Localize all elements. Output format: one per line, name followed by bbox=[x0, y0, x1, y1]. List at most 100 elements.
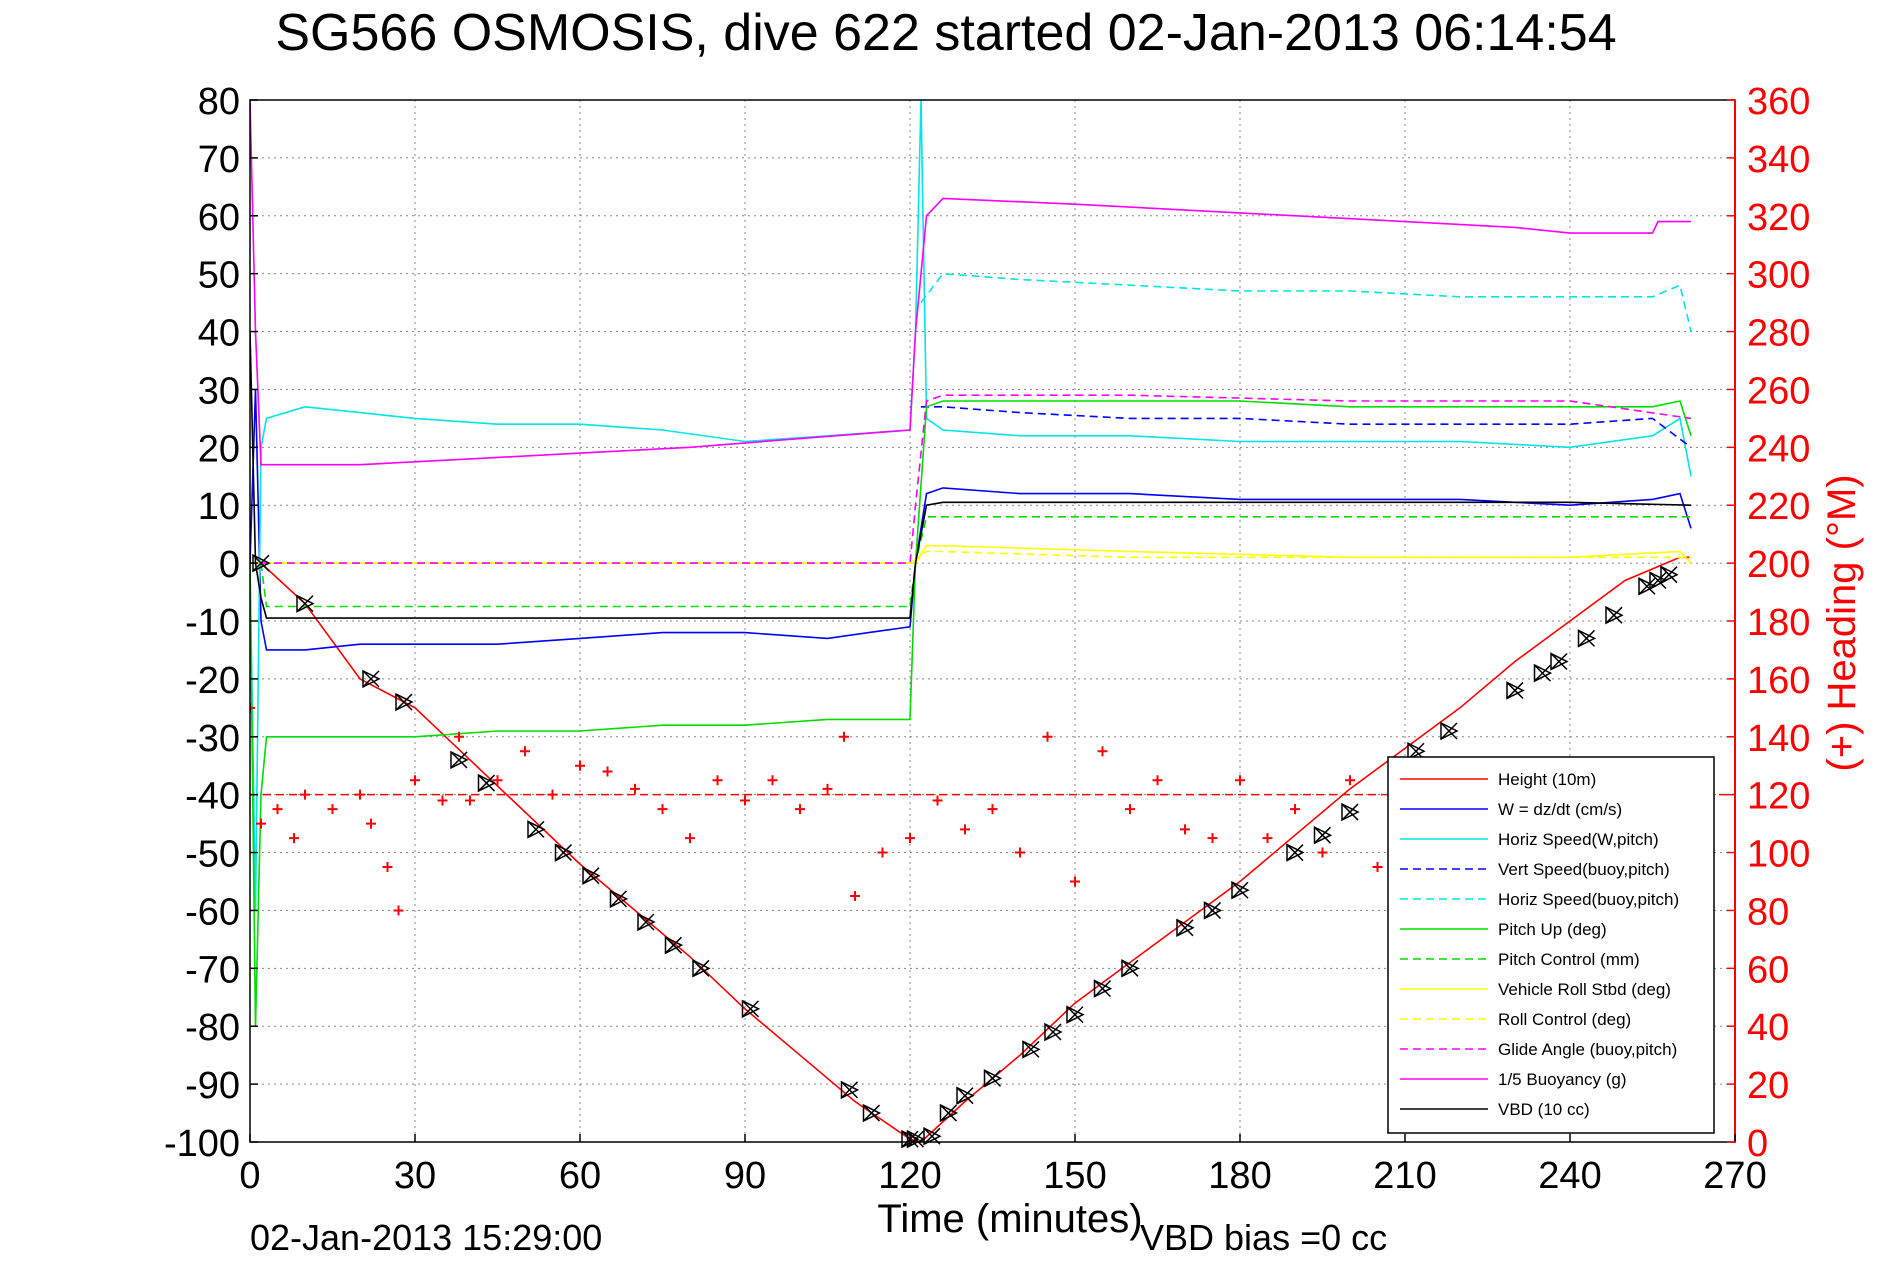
heading-point bbox=[1262, 833, 1273, 844]
series-line-11 bbox=[250, 331, 1692, 619]
series-layer bbox=[250, 100, 1692, 1142]
heading-point bbox=[520, 746, 530, 757]
dive-marker bbox=[1286, 843, 1305, 862]
series-line-4 bbox=[920, 272, 1692, 332]
legend-label-1: W = dz/dt (cm/s) bbox=[1498, 800, 1622, 819]
legend-label-2: Horiz Speed(W,pitch) bbox=[1498, 830, 1659, 849]
dive-marker bbox=[1533, 663, 1553, 683]
dive-marker bbox=[1341, 802, 1360, 822]
heading-point bbox=[410, 775, 420, 786]
x-axis-ticks: 0 30 60 90 120 150 180 210 240 270 bbox=[239, 1134, 1767, 1197]
legend-label-7: Vehicle Roll Stbd (deg) bbox=[1498, 980, 1671, 999]
y-right-tick-label: 300 bbox=[1747, 255, 1810, 297]
dive-marker bbox=[664, 935, 684, 955]
dive-marker bbox=[450, 750, 469, 770]
x-tick-label: 0 bbox=[239, 1155, 260, 1197]
dive-marker bbox=[1022, 1040, 1041, 1059]
heading-point bbox=[355, 789, 365, 800]
heading-point bbox=[1290, 804, 1300, 815]
heading-point bbox=[1015, 847, 1025, 858]
heading-point bbox=[1180, 824, 1190, 835]
y-right-tick-label: 200 bbox=[1747, 544, 1810, 586]
y-tick-label: 0 bbox=[219, 544, 240, 586]
legend: Height (10m) W = dz/dt (cm/s) Horiz Speed(… bbox=[1387, 756, 1715, 1134]
dive-marker bbox=[1176, 918, 1195, 938]
y-tick-label: 60 bbox=[198, 197, 240, 239]
dive-marker bbox=[554, 843, 574, 862]
heading-point bbox=[850, 890, 860, 901]
heading-point bbox=[877, 847, 888, 858]
y-right-tick-label: 340 bbox=[1747, 139, 1810, 181]
heading-point bbox=[366, 818, 376, 829]
y-right-tick-label: 120 bbox=[1747, 776, 1810, 818]
dive-marker bbox=[862, 1103, 882, 1123]
dive-marker bbox=[296, 594, 315, 613]
heading-point bbox=[767, 775, 778, 786]
legend-label-3: Vert Speed(buoy,pitch) bbox=[1498, 860, 1670, 879]
legend-label-4: Horiz Speed(buoy,pitch) bbox=[1498, 890, 1679, 909]
y-right-tick-label: 60 bbox=[1747, 949, 1789, 991]
legend-label-6: Pitch Control (mm) bbox=[1498, 950, 1640, 969]
y-tick-label: -10 bbox=[185, 602, 240, 644]
series-line-9 bbox=[261, 394, 1692, 564]
heading-point bbox=[1235, 775, 1245, 786]
dive-marker bbox=[1313, 825, 1333, 845]
dive-marker bbox=[582, 866, 601, 885]
y-tick-label: -90 bbox=[185, 1065, 240, 1107]
legend-label-5: Pitch Up (deg) bbox=[1498, 920, 1607, 939]
y-tick-label: 20 bbox=[198, 428, 240, 470]
y-right-tick-label: 260 bbox=[1747, 370, 1810, 412]
heading-point bbox=[382, 862, 393, 873]
y-tick-label: 70 bbox=[198, 139, 240, 181]
heading-point bbox=[1070, 876, 1080, 887]
y-tick-label: 80 bbox=[198, 81, 240, 123]
legend-box bbox=[1387, 756, 1715, 1134]
y-right-tick-label: 100 bbox=[1747, 834, 1810, 876]
heading-point bbox=[712, 775, 723, 786]
y-right-tick-label: 240 bbox=[1747, 428, 1810, 470]
dive-markers bbox=[252, 553, 1679, 1149]
dive-marker bbox=[1577, 629, 1597, 648]
footer-vbd-bias: VBD bias =0 cc bbox=[1140, 1217, 1387, 1258]
heading-point bbox=[602, 766, 613, 777]
y-right-tick-label: 160 bbox=[1747, 660, 1810, 702]
dive-marker bbox=[906, 1129, 926, 1149]
legend-label-9: Glide Angle (buoy,pitch) bbox=[1498, 1040, 1677, 1059]
x-tick-label: 270 bbox=[1703, 1155, 1766, 1197]
y-right-tick-label: 0 bbox=[1747, 1123, 1768, 1165]
heading-point bbox=[1345, 775, 1355, 786]
series-line-1 bbox=[250, 389, 1692, 651]
y-tick-label: -30 bbox=[185, 718, 240, 760]
y-tick-label: -100 bbox=[164, 1123, 240, 1165]
y-axis-right-ticks: 3603403203002802602402202001801601401201… bbox=[1727, 81, 1810, 1165]
dive-marker bbox=[637, 912, 656, 932]
x-tick-label: 180 bbox=[1208, 1155, 1271, 1197]
series-line-0 bbox=[250, 556, 1691, 1142]
heading-point bbox=[437, 795, 448, 806]
heading-point bbox=[630, 783, 640, 794]
chart-title: SG566 OSMOSIS, dive 622 started 02-Jan-2… bbox=[275, 4, 1616, 62]
y-right-tick-label: 40 bbox=[1747, 1007, 1789, 1049]
heading-point bbox=[327, 804, 338, 815]
heading-point bbox=[685, 833, 695, 844]
dive-marker bbox=[1066, 1005, 1085, 1024]
heading-point bbox=[492, 775, 503, 786]
heading-point bbox=[932, 795, 943, 806]
heading-point bbox=[575, 760, 585, 771]
series-line-10 bbox=[250, 100, 1691, 466]
x-axis-label: Time (minutes) bbox=[877, 1197, 1142, 1241]
heading-point bbox=[393, 905, 404, 916]
y-tick-label: 30 bbox=[198, 370, 240, 412]
heading-point bbox=[465, 795, 475, 806]
y-right-tick-label: 80 bbox=[1747, 891, 1789, 933]
y-right-tick-label: 140 bbox=[1747, 718, 1810, 760]
dive-marker bbox=[983, 1069, 1003, 1088]
dive-marker bbox=[1660, 565, 1679, 584]
heading-point bbox=[905, 833, 915, 844]
heading-point bbox=[250, 702, 255, 713]
legend-label-0: Height (10m) bbox=[1498, 770, 1596, 789]
x-tick-label: 150 bbox=[1043, 1155, 1106, 1197]
heading-point bbox=[272, 804, 283, 815]
y-right-tick-label: 220 bbox=[1747, 486, 1810, 528]
heading-point bbox=[300, 789, 310, 800]
